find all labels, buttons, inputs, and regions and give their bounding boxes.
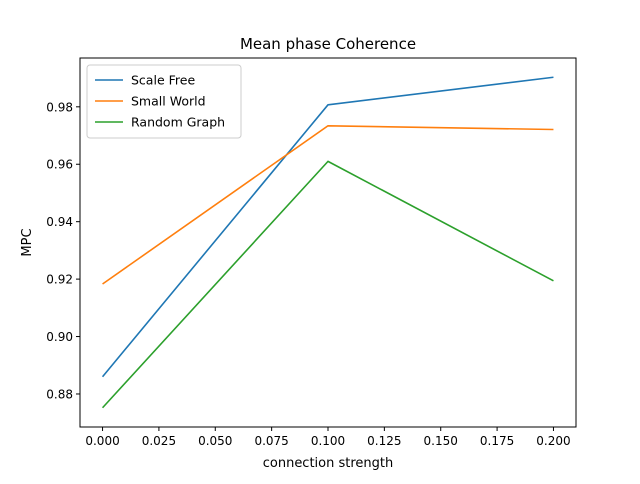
x-tick-label: 0.150 (424, 434, 458, 448)
x-tick-label: 0.200 (536, 434, 570, 448)
legend-label: Scale Free (131, 73, 195, 88)
x-tick-label: 0.125 (367, 434, 401, 448)
series-lines (101, 76, 554, 409)
series-line-small-world (102, 124, 554, 285)
series-line-random-graph (101, 160, 554, 409)
x-tick-label: 0.050 (198, 434, 232, 448)
x-tick-label: 0.025 (142, 434, 176, 448)
legend-box (86, 64, 242, 139)
y-axis-label: MPC (20, 228, 35, 256)
x-tick-label: 0.075 (254, 434, 288, 448)
legend: Scale Free Small World Random Graph (86, 64, 242, 139)
y-tick-label: 0.88 (46, 387, 73, 401)
series-line-scale-free (101, 76, 554, 378)
x-tick-label: 0.175 (480, 434, 514, 448)
y-tick-label: 0.90 (46, 330, 73, 344)
y-tick-label: 0.96 (46, 158, 73, 172)
x-tick-label: 0.100 (311, 434, 345, 448)
y-axis-ticks: 0.88 0.90 0.92 0.94 0.96 0.98 (46, 100, 80, 401)
chart-title: Mean phase Coherence (240, 35, 416, 53)
y-tick-label: 0.98 (46, 100, 73, 114)
legend-label: Random Graph (131, 115, 225, 130)
y-tick-label: 0.94 (46, 215, 73, 229)
x-tick-label: 0.000 (85, 434, 119, 448)
y-tick-label: 0.92 (46, 273, 73, 287)
legend-label: Small World (131, 94, 206, 109)
x-axis-ticks: 0.000 0.025 0.050 0.075 0.100 0.125 0.150 0.175… (85, 427, 571, 448)
x-axis-label: connection strength (263, 456, 394, 471)
